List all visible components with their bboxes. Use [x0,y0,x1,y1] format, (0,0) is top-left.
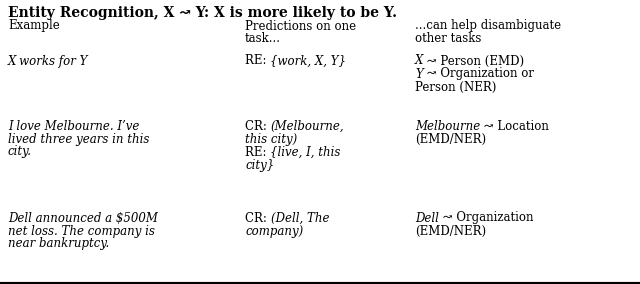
Text: Predictions on one: Predictions on one [245,20,356,32]
Text: RE:: RE: [245,145,270,158]
Text: Person (NER): Person (NER) [415,80,497,93]
Text: ↝ Person (EMD): ↝ Person (EMD) [424,55,525,68]
Text: net loss. The company is: net loss. The company is [8,224,155,237]
Text: (EMD/NER): (EMD/NER) [415,224,486,237]
Text: Example: Example [8,20,60,32]
Text: X works for Y: X works for Y [8,55,88,68]
Text: Dell announced a $500M: Dell announced a $500M [8,212,158,224]
Text: {live, I, this: {live, I, this [270,145,340,158]
Text: company): company) [245,224,303,237]
Text: near bankruptcy.: near bankruptcy. [8,237,109,250]
Text: other tasks: other tasks [415,32,481,45]
Text: ↝ Organization: ↝ Organization [439,212,533,224]
Text: CR:: CR: [245,120,271,133]
Text: (Dell, The: (Dell, The [271,212,329,224]
Text: Entity Recognition, X ↝ Y: X is more likely to be Y.: Entity Recognition, X ↝ Y: X is more lik… [8,6,397,20]
Text: X: X [415,55,424,68]
Text: RE:: RE: [245,55,270,68]
Text: Dell: Dell [415,212,439,224]
Text: (Melbourne,: (Melbourne, [271,120,344,133]
Text: ↝ Location: ↝ Location [480,120,549,133]
Text: lived three years in this: lived three years in this [8,133,149,145]
Text: city}: city} [245,158,275,172]
Text: Melbourne: Melbourne [415,120,480,133]
Text: I love Melbourne. I’ve: I love Melbourne. I’ve [8,120,140,133]
Text: ↝ Organization or: ↝ Organization or [423,68,534,80]
Text: task...: task... [245,32,281,45]
Text: (EMD/NER): (EMD/NER) [415,133,486,145]
Text: this city): this city) [245,133,297,145]
Text: city.: city. [8,145,32,158]
Text: ...can help disambiguate: ...can help disambiguate [415,20,561,32]
Text: {work, X, Y}: {work, X, Y} [270,55,346,68]
Text: Y: Y [415,68,423,80]
Text: CR:: CR: [245,212,271,224]
